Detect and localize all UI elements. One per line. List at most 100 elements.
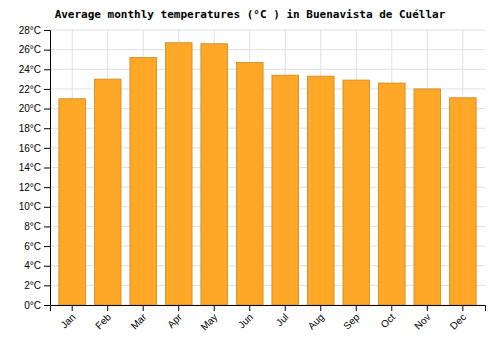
bar xyxy=(165,43,192,305)
y-tick-label: 0°C xyxy=(24,300,41,311)
x-tick-mark xyxy=(72,305,73,311)
y-tick-label: 16°C xyxy=(19,143,41,154)
x-tick-label: Jul xyxy=(274,311,291,328)
x-tick-mark xyxy=(214,305,215,311)
y-tick-mark xyxy=(44,285,50,286)
bar xyxy=(236,62,263,305)
x-tick-mark xyxy=(178,305,179,311)
y-tick-label: 28°C xyxy=(19,25,41,36)
y-tick-label: 18°C xyxy=(19,123,41,134)
x-tick-label: May xyxy=(198,311,219,332)
y-tick: 16°C xyxy=(19,143,50,154)
y-axis-line xyxy=(44,31,51,306)
y-tick: 28°C xyxy=(19,25,50,36)
y-tick-mark xyxy=(44,305,50,306)
y-tick: 8°C xyxy=(24,221,50,232)
title: Average monthly temperatures (°C ) in Bu… xyxy=(55,8,446,21)
y-tick-mark xyxy=(44,246,50,247)
x-tick: Oct xyxy=(378,305,397,330)
bar xyxy=(272,75,299,305)
y-tick-label: 10°C xyxy=(19,201,41,212)
bars xyxy=(59,43,476,305)
x-tick: Jul xyxy=(274,305,291,328)
y-tick-mark xyxy=(44,187,50,188)
bar xyxy=(378,83,405,305)
bar xyxy=(307,76,334,305)
x-tick-label: Apr xyxy=(165,311,184,330)
x-tick-mark xyxy=(462,305,463,311)
x-tick: Mar xyxy=(129,305,149,331)
y-tick-mark xyxy=(44,207,50,208)
y-tick-mark xyxy=(44,69,50,70)
x-tick: Aug xyxy=(306,305,326,332)
plot-area: 0°C 2°C 4°C 6°C 8°C 10°C 12°C 14°C 16°C 18°C 20°C 2… xyxy=(19,25,486,333)
x-tick-label: Jan xyxy=(58,311,77,330)
x-tick: Sep xyxy=(341,305,362,332)
y-tick-label: 8°C xyxy=(24,221,41,232)
x-tick: Jan xyxy=(58,305,77,331)
x-tick-label: Sep xyxy=(341,311,362,332)
x-tick-label: Oct xyxy=(378,311,397,330)
y-tick: 14°C xyxy=(19,162,50,173)
bar xyxy=(343,80,370,305)
x-axis-line xyxy=(51,306,486,312)
grid-line-y xyxy=(50,69,485,70)
y-tick-label: 12°C xyxy=(19,182,41,193)
bar xyxy=(59,99,86,305)
bar xyxy=(414,89,441,305)
bar xyxy=(94,79,121,305)
x-tick-mark xyxy=(391,305,392,311)
y-tick: 24°C xyxy=(19,64,50,75)
x-tick-mark xyxy=(249,305,250,311)
y-tick-mark xyxy=(44,109,50,110)
x-tick-mark xyxy=(320,305,321,311)
y-tick-mark xyxy=(44,50,50,51)
y-tick-label: 2°C xyxy=(24,280,41,291)
bar xyxy=(130,58,157,306)
x-tick-mark xyxy=(285,305,286,311)
chart-svg: 0°C 2°C 4°C 6°C 8°C 10°C 12°C 14°C 16°C 18°C 20°C 2… xyxy=(0,0,500,350)
y-tick: 10°C xyxy=(19,201,50,212)
x-tick-label: Jun xyxy=(236,311,255,330)
y-tick-label: 26°C xyxy=(19,44,41,55)
y-tick-label: 20°C xyxy=(19,103,41,114)
y-tick: 12°C xyxy=(19,182,50,193)
y-tick-label: 6°C xyxy=(24,241,41,252)
y-tick: 20°C xyxy=(19,103,50,114)
x-tick-label: Dec xyxy=(448,311,468,331)
grid-line-y xyxy=(50,30,485,31)
x-tick-label: Feb xyxy=(93,311,113,331)
y-tick-mark xyxy=(44,148,50,149)
grid-line-y xyxy=(50,49,485,50)
x-tick-label: Nov xyxy=(412,311,432,331)
x-tick-mark xyxy=(427,305,428,311)
y-tick-mark xyxy=(44,30,50,31)
y-tick-mark xyxy=(44,128,50,129)
x-tick: May xyxy=(198,305,219,333)
y-tick-mark xyxy=(44,89,50,90)
y-tick-label: 14°C xyxy=(19,162,41,173)
chart-container: 0°C 2°C 4°C 6°C 8°C 10°C 12°C 14°C 16°C 18°C 20°C 2… xyxy=(0,0,500,350)
x-tick-mark xyxy=(107,305,108,311)
y-tick: 26°C xyxy=(19,44,50,55)
x-tick: Jun xyxy=(236,305,255,331)
y-tick: 6°C xyxy=(24,241,50,252)
y-tick-mark xyxy=(44,168,50,169)
x-tick-label: Aug xyxy=(306,311,326,331)
x-tick: Dec xyxy=(448,305,468,332)
grid xyxy=(50,30,485,305)
y-tick-label: 4°C xyxy=(24,260,41,271)
y-axis: 0°C 2°C 4°C 6°C 8°C 10°C 12°C 14°C 16°C 18°C 20°C 2… xyxy=(19,25,51,311)
y-tick: 2°C xyxy=(24,280,50,291)
x-tick: Feb xyxy=(93,305,113,331)
x-tick: Nov xyxy=(412,305,432,332)
bar xyxy=(201,44,228,305)
y-tick-label: 24°C xyxy=(19,64,41,75)
y-tick: 22°C xyxy=(19,84,50,95)
x-tick-label: Mar xyxy=(129,311,149,331)
x-tick-mark xyxy=(143,305,144,311)
bar xyxy=(449,98,476,305)
y-tick: 18°C xyxy=(19,123,50,134)
y-tick-label: 22°C xyxy=(19,84,41,95)
x-tick-mark xyxy=(356,305,357,311)
